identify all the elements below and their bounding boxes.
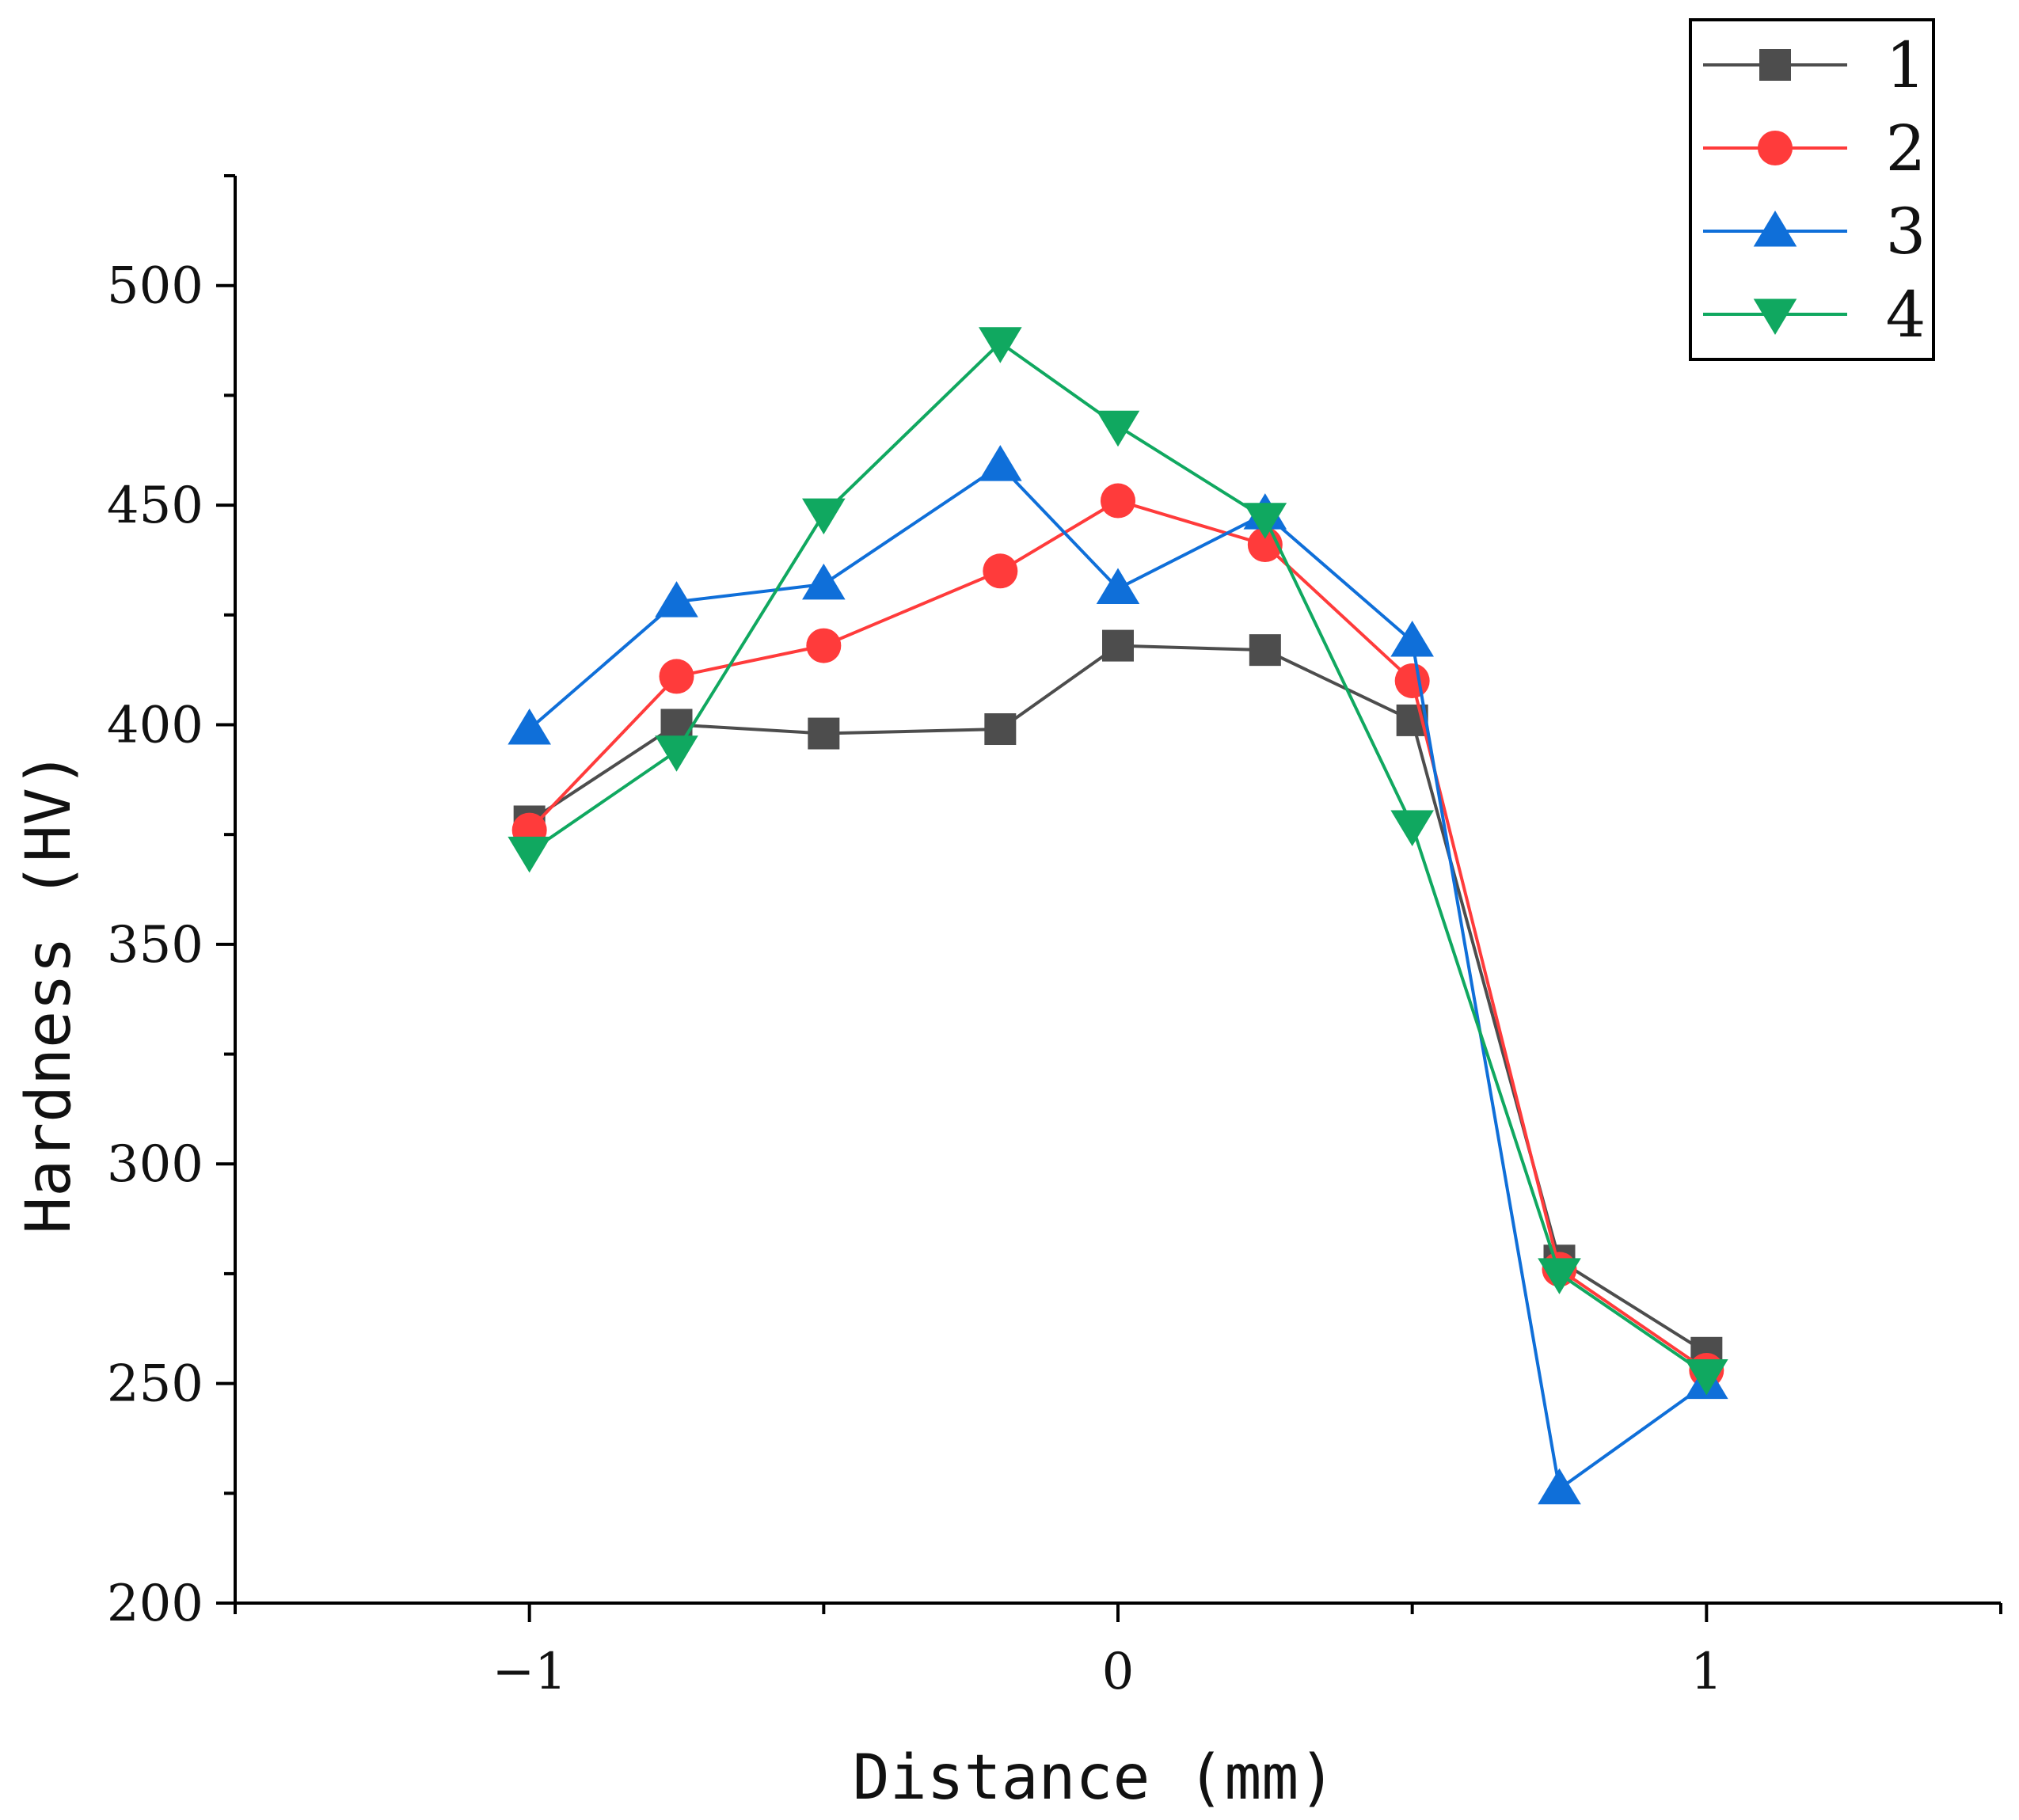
series-4-point [802, 498, 846, 535]
legend-marker [1759, 49, 1791, 81]
legend-marker [1753, 211, 1797, 247]
series-2-point [1101, 483, 1135, 519]
series-2-point [806, 628, 842, 663]
series-4-point [1096, 410, 1140, 447]
series-3-point [979, 445, 1022, 481]
series-4-point [508, 836, 551, 873]
series-3-line [528, 463, 1708, 1492]
series-3-point [802, 563, 846, 600]
series-4-point [1685, 1359, 1728, 1396]
series-4-point [1390, 810, 1434, 847]
legend-label: 4 [1886, 278, 1926, 351]
legend-entry-2: 2 [1703, 112, 1926, 185]
series-1-point [1102, 629, 1134, 662]
plot-series [508, 327, 1728, 1505]
series-2 [511, 483, 1724, 1388]
legend-label: 1 [1886, 28, 1926, 102]
y-axis-title: Hardness (HV) [13, 750, 85, 1233]
legend-marker [1753, 298, 1797, 335]
legend-label: 2 [1886, 112, 1926, 185]
x-tick-label: −1 [492, 1643, 566, 1701]
series-3-point [508, 709, 551, 745]
series-3-point [1538, 1468, 1581, 1505]
series-3-point [1096, 568, 1140, 604]
series-4-point [1243, 503, 1287, 539]
y-tick-label: 450 [107, 477, 203, 535]
series-3-point [655, 581, 698, 617]
legend: 1 2 3 4 [1689, 18, 1935, 361]
series-4-point [979, 327, 1022, 363]
legend-box [1689, 18, 1935, 361]
series-4-point [655, 735, 698, 772]
x-tick-label: 1 [1690, 1643, 1723, 1701]
series-1-point [984, 713, 1017, 746]
series-4 [508, 327, 1728, 1396]
legend-entry-1: 1 [1703, 28, 1926, 102]
series-2-point [983, 553, 1018, 589]
y-tick-label: 200 [107, 1575, 203, 1633]
series-1-point [1249, 634, 1281, 667]
legend-entry-4: 4 [1703, 278, 1926, 351]
y-tick-label: 250 [107, 1355, 203, 1414]
legend-label: 3 [1886, 195, 1926, 268]
legend-marker [1758, 131, 1793, 165]
legend-entry-3: 3 [1703, 195, 1926, 268]
series-2-point [659, 659, 694, 694]
series-3 [508, 445, 1728, 1505]
y-tick-label: 350 [107, 916, 203, 975]
series-1-point [808, 717, 840, 750]
series-1-line [528, 644, 1708, 1355]
y-tick-label: 300 [107, 1135, 203, 1194]
series-2-point [1394, 663, 1430, 698]
x-axis-title: Distance (mm) [853, 1742, 1336, 1814]
axes: 200 250 300 350 400 450 500 −1 0 1 Distance (mm) Ha… [13, 174, 2002, 1814]
series-4-point [1538, 1258, 1581, 1294]
x-tick-label: 0 [1102, 1643, 1135, 1701]
series-3-point [1390, 621, 1434, 657]
y-tick-label: 400 [107, 696, 203, 754]
y-tick-label: 500 [107, 257, 203, 316]
